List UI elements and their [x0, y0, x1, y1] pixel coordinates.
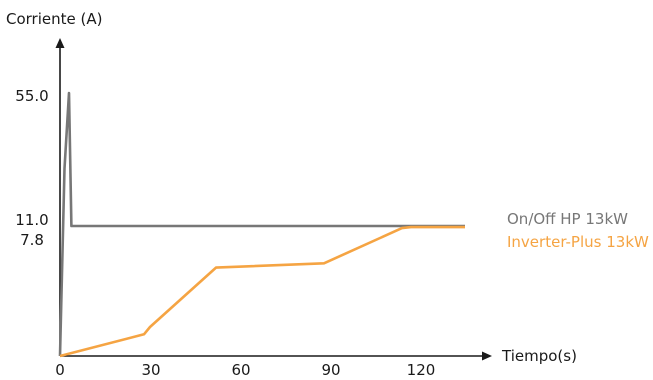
y-tick-label: 11.0: [15, 211, 48, 229]
x-tick-label: 60: [231, 361, 250, 379]
y-tick-label: 55.0: [15, 87, 48, 105]
series-line-inverter-plus: [59, 225, 465, 358]
y-axis-arrow: [55, 38, 65, 48]
legend-entry-inverter-plus: Inverter-Plus 13kW: [507, 233, 649, 251]
x-axis-arrow: [482, 351, 492, 361]
x-tick-label: 90: [321, 361, 340, 379]
y-tick-label: 7.8: [20, 231, 44, 249]
y-axis-label: Corriente (A): [6, 10, 102, 28]
x-tick-label: 0: [55, 361, 65, 379]
x-axis-label: Tiempo(s): [501, 347, 577, 365]
x-tick-label: 30: [141, 361, 160, 379]
legend-entry-onoff-hp: On/Off HP 13kW: [507, 210, 628, 228]
series-line-onoff-hp: [58, 91, 465, 357]
x-tick-label: 120: [407, 361, 436, 379]
